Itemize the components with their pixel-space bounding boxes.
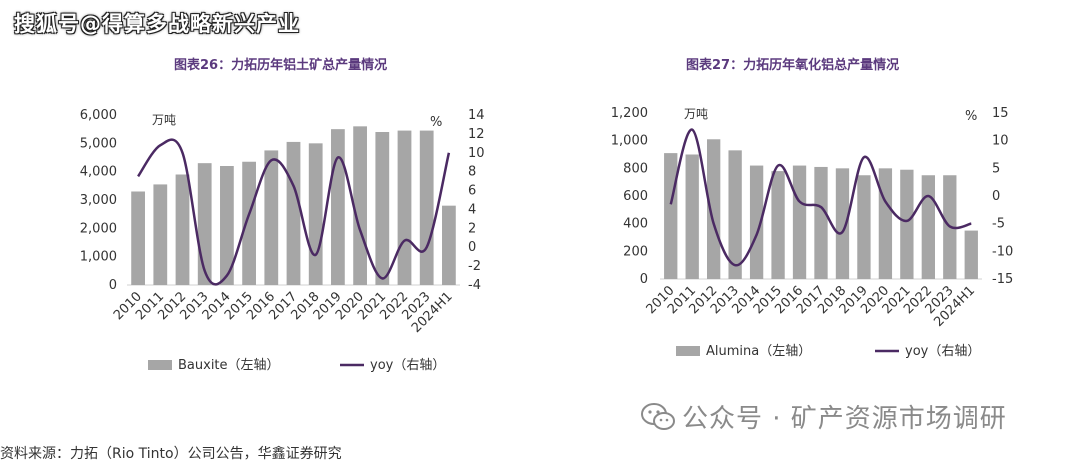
alumina-legend-bar-label: Alumina（左轴） [706,344,811,359]
bauxite-left-tick-label: 6,000 [80,108,117,123]
alumina-bar [771,171,785,279]
bauxite-chart: 0 1,000 2,000 3,000 4,000 5,000 6,000 -4 -2 0 2 4 6 8… [80,108,485,373]
bauxite-bar [308,143,323,285]
alumina-bar [792,165,807,279]
bauxite-bar [419,130,434,285]
alumina-left-tick-label: 600 [623,189,648,204]
alumina-left-tick-label: 1,200 [611,106,648,121]
bauxite-bar [242,161,256,285]
bauxite-right-tick-label: -4 [468,278,481,293]
watermark-bottom: 公众号 · 矿产资源市场调研 [640,398,1007,435]
bauxite-legend-bar-swatch [148,360,172,370]
bauxite-right-tick-label: 8 [468,165,476,180]
bauxite-left-tick-label: 2,000 [80,221,117,236]
watermark-top: 搜狐号@得算多战略新兴产业 [14,12,300,36]
bauxite-left-tick-label: 1,000 [80,250,117,265]
alumina-left-tick-label: 1,000 [611,134,648,149]
alumina-left-tick-label: 0 [640,272,648,287]
alumina-bar [814,166,828,279]
alumina-right-tick-label: -10 [992,244,1013,259]
source-note: 资料来源：力拓（Rio Tinto）公司公告，华鑫证券研究 [0,446,342,462]
alumina-chart: 0 200 400 600 800 1,000 1,200 -15 -10 -5 0 5 10 15 万吨%… [611,106,1013,359]
bauxite-legend-bar-label: Bauxite（左轴） [178,358,280,373]
watermark-bottom-text: 公众号 · 矿产资源市场调研 [682,404,1007,434]
alumina-right-tick-label: -15 [992,272,1013,287]
bauxite-bar [286,141,301,285]
bauxite-legend-line-label: yoy（右轴） [370,358,445,373]
bauxite-bar [131,191,145,285]
alumina-bar [964,230,978,279]
alumina-bar [685,154,699,279]
bauxite-bar [353,126,367,285]
bauxite-right-tick-label: 6 [468,184,476,199]
alumina-bar [728,150,742,279]
bauxite-left-tick-label: 5,000 [80,136,117,151]
alumina-left-tick-label: 200 [623,244,648,259]
alumina-bar [878,168,893,279]
alumina-right-tick-label: 5 [992,161,1000,176]
alumina-bar [707,139,721,279]
alumina-bar [835,168,850,279]
bauxite-left-tick-label: 3,000 [80,193,117,208]
bauxite-bar [397,130,412,285]
bauxite-right-tick-label: 2 [468,221,476,236]
bauxite-left-tick-label: 0 [109,278,117,293]
alumina-legend-bar-swatch [676,346,700,356]
alumina-right-tick-label: 0 [992,189,1000,204]
bauxite-bar [375,132,390,285]
wechat-icon [641,402,675,430]
alumina-right-tick-label: -5 [992,217,1005,232]
bauxite-yoy-line [137,138,451,286]
bauxite-left-tick-label: 4,000 [80,165,117,180]
alumina-bar [921,175,935,279]
chart-title-right: 图表27：力拓历年氧化铝总产量情况 [686,58,900,73]
bauxite-bar [442,205,456,285]
bauxite-right-tick-label: -2 [468,259,481,274]
alumina-right-unit: % [965,109,977,124]
alumina-left-tick-label: 800 [623,161,648,176]
alumina-right-tick-label: 10 [992,134,1009,149]
chart-title-left: 图表26：力拓历年铝土矿总产量情况 [174,58,388,73]
alumina-yoy-line [669,128,972,267]
alumina-bar [900,169,914,279]
bauxite-bar [153,184,168,285]
bauxite-left-unit: 万吨 [152,113,176,127]
alumina-bar [664,153,678,279]
alumina-left-tick-label: 400 [623,217,648,232]
bauxite-bar [175,174,190,285]
bauxite-right-tick-label: 10 [468,146,485,161]
bauxite-bar [331,129,345,285]
alumina-bar [749,165,764,279]
bauxite-right-tick-label: 4 [468,202,476,217]
alumina-left-unit: 万吨 [684,107,708,121]
alumina-legend-line-label: yoy（右轴） [905,344,980,359]
bauxite-right-unit: % [430,115,442,130]
bauxite-right-tick-label: 12 [468,127,485,142]
bauxite-right-tick-label: 0 [468,240,476,255]
alumina-bar [857,175,871,279]
bauxite-bar [264,150,279,285]
bauxite-bar [220,166,234,285]
bauxite-right-tick-label: 14 [468,108,485,123]
alumina-right-tick-label: 15 [992,106,1009,121]
